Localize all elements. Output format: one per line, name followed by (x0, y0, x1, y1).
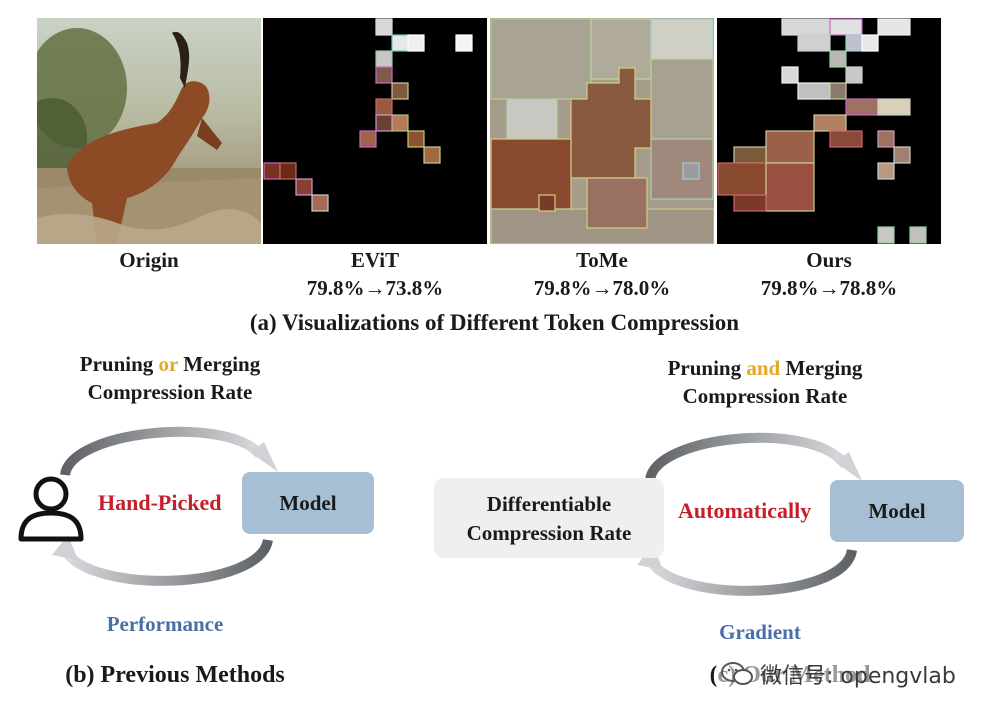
evit-visualization (263, 18, 487, 244)
ours-title-line1: Pruning and Merging (667, 356, 863, 380)
wechat-icon (721, 662, 753, 685)
prev-model-box: Model (242, 472, 374, 534)
diff-box-line2: Compression Rate (466, 521, 632, 545)
evit-stat: 79.8%→73.8% (306, 276, 444, 300)
diff-box-line1: Differentiable (486, 492, 612, 516)
watermark: 微信号: opengvlab (716, 658, 960, 690)
prev-title-line2: Compression Rate (87, 380, 253, 404)
automatically-label: Automatically (678, 498, 812, 523)
ours-title-line2: Compression Rate (682, 384, 848, 408)
tome-stat: 79.8%→78.0% (533, 276, 671, 300)
ours-visualization (717, 18, 941, 244)
performance-label: Performance (106, 612, 224, 636)
user-icon (18, 476, 84, 542)
differentiable-rate-box: Differentiable Compression Rate (434, 478, 664, 558)
prev-title-line1: Pruning or Merging (79, 352, 261, 376)
evit-label: EViT (350, 248, 400, 272)
ours-stat: 79.8%→78.8% (760, 276, 898, 300)
tome-label: ToMe (576, 248, 628, 272)
prev-cycle-arrows (52, 426, 278, 586)
hand-picked-label: Hand-Picked (98, 490, 222, 515)
origin-image (37, 18, 261, 244)
caption-b: (b) Previous Methods (65, 662, 285, 688)
ours-model-box: Model (830, 480, 964, 542)
caption-a: (a) Visualizations of Different Token Co… (249, 310, 740, 335)
watermark-text: 微信号: opengvlab (760, 664, 956, 689)
origin-label: Origin (119, 248, 179, 272)
gradient-label: Gradient (719, 620, 801, 644)
ours-label: Ours (806, 248, 852, 272)
tome-visualization (490, 18, 714, 244)
